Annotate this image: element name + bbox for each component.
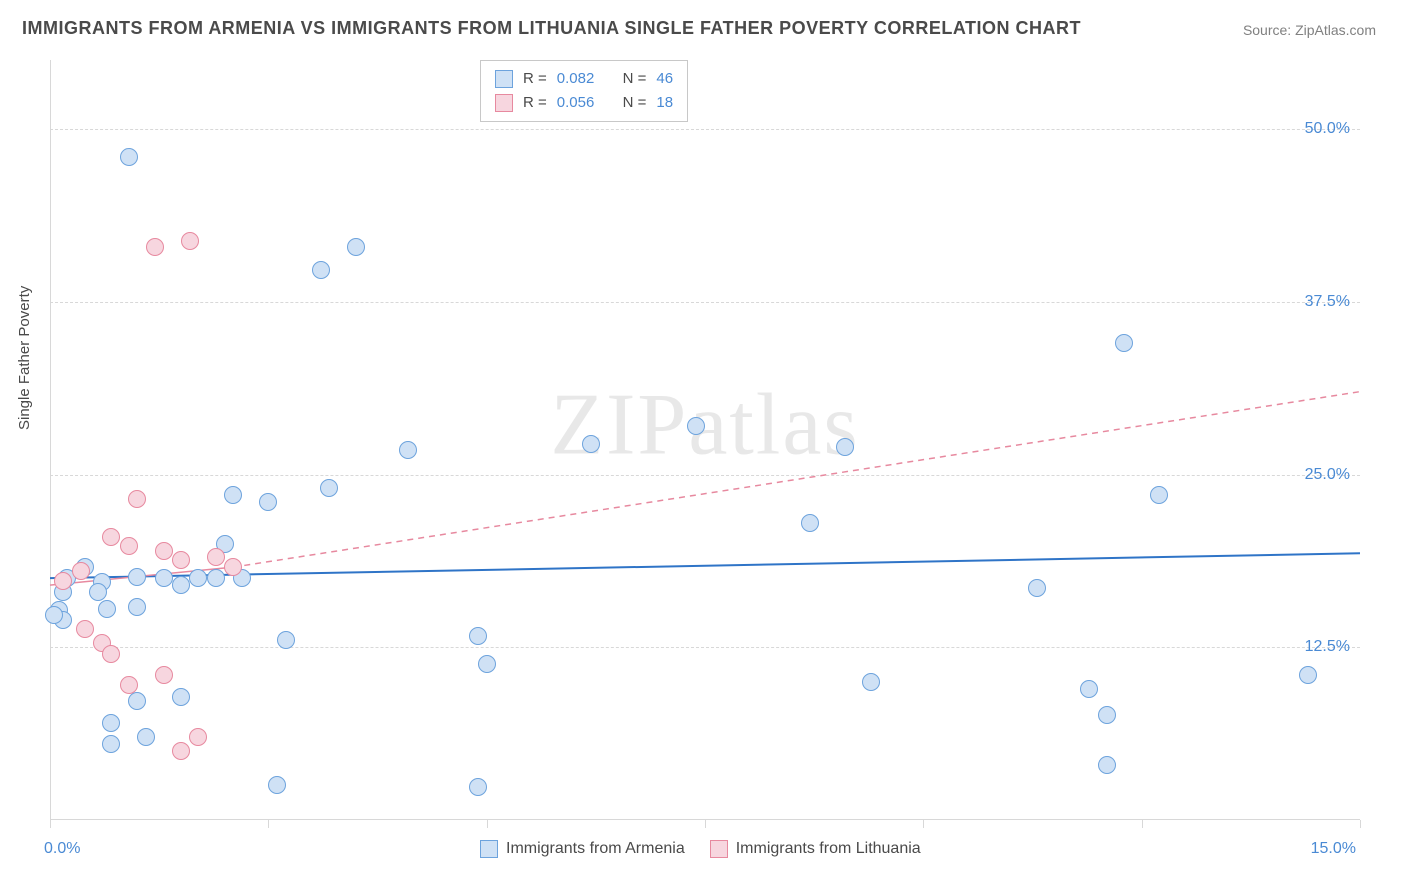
point-lithuania — [120, 676, 138, 694]
point-armenia — [224, 486, 242, 504]
stats-row-lithuania: R = 0.056 N = 18 — [495, 91, 673, 115]
point-armenia — [172, 688, 190, 706]
y-tick-label: 50.0% — [1305, 120, 1350, 138]
n-label: N = — [623, 67, 647, 91]
point-lithuania — [146, 238, 164, 256]
point-armenia — [582, 435, 600, 453]
point-lithuania — [76, 620, 94, 638]
r-label: R = — [523, 91, 547, 115]
r-value-armenia: 0.082 — [557, 67, 595, 91]
point-armenia — [320, 479, 338, 497]
point-armenia — [137, 728, 155, 746]
source-citation: Source: ZipAtlas.com — [1243, 22, 1376, 38]
point-armenia — [1299, 666, 1317, 684]
point-armenia — [102, 735, 120, 753]
point-armenia — [102, 714, 120, 732]
n-value-armenia: 46 — [656, 67, 673, 91]
point-armenia — [801, 514, 819, 532]
point-lithuania — [120, 537, 138, 555]
point-lithuania — [102, 645, 120, 663]
stats-row-armenia: R = 0.082 N = 46 — [495, 67, 673, 91]
point-lithuania — [172, 551, 190, 569]
y-axis-label: Single Father Poverty — [16, 286, 33, 430]
point-armenia — [1098, 756, 1116, 774]
r-value-lithuania: 0.056 — [557, 91, 595, 115]
point-armenia — [98, 600, 116, 618]
scatter-chart: ZIPatlas R = 0.082 N = 46 R = 0.056 N = … — [50, 60, 1360, 820]
point-armenia — [120, 148, 138, 166]
y-tick-label: 25.0% — [1305, 466, 1350, 484]
point-lithuania — [54, 572, 72, 590]
point-lithuania — [189, 728, 207, 746]
point-armenia — [207, 569, 225, 587]
point-armenia — [268, 776, 286, 794]
stats-legend: R = 0.082 N = 46 R = 0.056 N = 18 — [480, 60, 688, 122]
grid-line — [50, 647, 1360, 648]
y-tick-label: 12.5% — [1305, 638, 1350, 656]
y-tick-label: 37.5% — [1305, 293, 1350, 311]
point-lithuania — [172, 742, 190, 760]
point-armenia — [478, 655, 496, 673]
legend-label-lithuania: Immigrants from Lithuania — [736, 840, 921, 858]
x-tick — [705, 820, 706, 828]
x-tick — [268, 820, 269, 828]
swatch-armenia — [495, 70, 513, 88]
legend-item-armenia: Immigrants from Armenia — [480, 840, 685, 858]
point-armenia — [687, 417, 705, 435]
point-armenia — [128, 598, 146, 616]
point-armenia — [312, 261, 330, 279]
swatch-lithuania — [495, 94, 513, 112]
x-tick — [50, 820, 51, 828]
point-lithuania — [207, 548, 225, 566]
x-tick — [1360, 820, 1361, 828]
point-lithuania — [181, 232, 199, 250]
point-armenia — [1080, 680, 1098, 698]
y-axis-line — [50, 60, 51, 820]
point-armenia — [469, 627, 487, 645]
point-armenia — [45, 606, 63, 624]
point-armenia — [1115, 334, 1133, 352]
point-armenia — [469, 778, 487, 796]
n-value-lithuania: 18 — [656, 91, 673, 115]
point-lithuania — [102, 528, 120, 546]
point-armenia — [189, 569, 207, 587]
point-lithuania — [72, 562, 90, 580]
x-tick — [487, 820, 488, 828]
n-label: N = — [623, 91, 647, 115]
point-armenia — [172, 576, 190, 594]
point-armenia — [836, 438, 854, 456]
point-lithuania — [224, 558, 242, 576]
point-lithuania — [155, 542, 173, 560]
r-label: R = — [523, 67, 547, 91]
point-armenia — [1098, 706, 1116, 724]
grid-line — [50, 129, 1360, 130]
x-max-label: 15.0% — [1311, 840, 1356, 858]
point-lithuania — [128, 490, 146, 508]
legend-item-lithuania: Immigrants from Lithuania — [710, 840, 921, 858]
trend-lines — [50, 60, 1360, 820]
chart-title: IMMIGRANTS FROM ARMENIA VS IMMIGRANTS FR… — [22, 18, 1081, 39]
x-tick — [923, 820, 924, 828]
series-legend: Immigrants from Armenia Immigrants from … — [480, 840, 921, 858]
point-armenia — [1150, 486, 1168, 504]
grid-line — [50, 475, 1360, 476]
point-lithuania — [155, 666, 173, 684]
point-armenia — [277, 631, 295, 649]
grid-line — [50, 302, 1360, 303]
point-armenia — [347, 238, 365, 256]
point-armenia — [862, 673, 880, 691]
point-armenia — [89, 583, 107, 601]
point-armenia — [399, 441, 417, 459]
point-armenia — [128, 568, 146, 586]
swatch-lithuania-icon — [710, 840, 728, 858]
point-armenia — [1028, 579, 1046, 597]
point-armenia — [259, 493, 277, 511]
legend-label-armenia: Immigrants from Armenia — [506, 840, 685, 858]
point-armenia — [128, 692, 146, 710]
x-min-label: 0.0% — [44, 840, 80, 858]
point-armenia — [155, 569, 173, 587]
swatch-armenia-icon — [480, 840, 498, 858]
x-tick — [1142, 820, 1143, 828]
